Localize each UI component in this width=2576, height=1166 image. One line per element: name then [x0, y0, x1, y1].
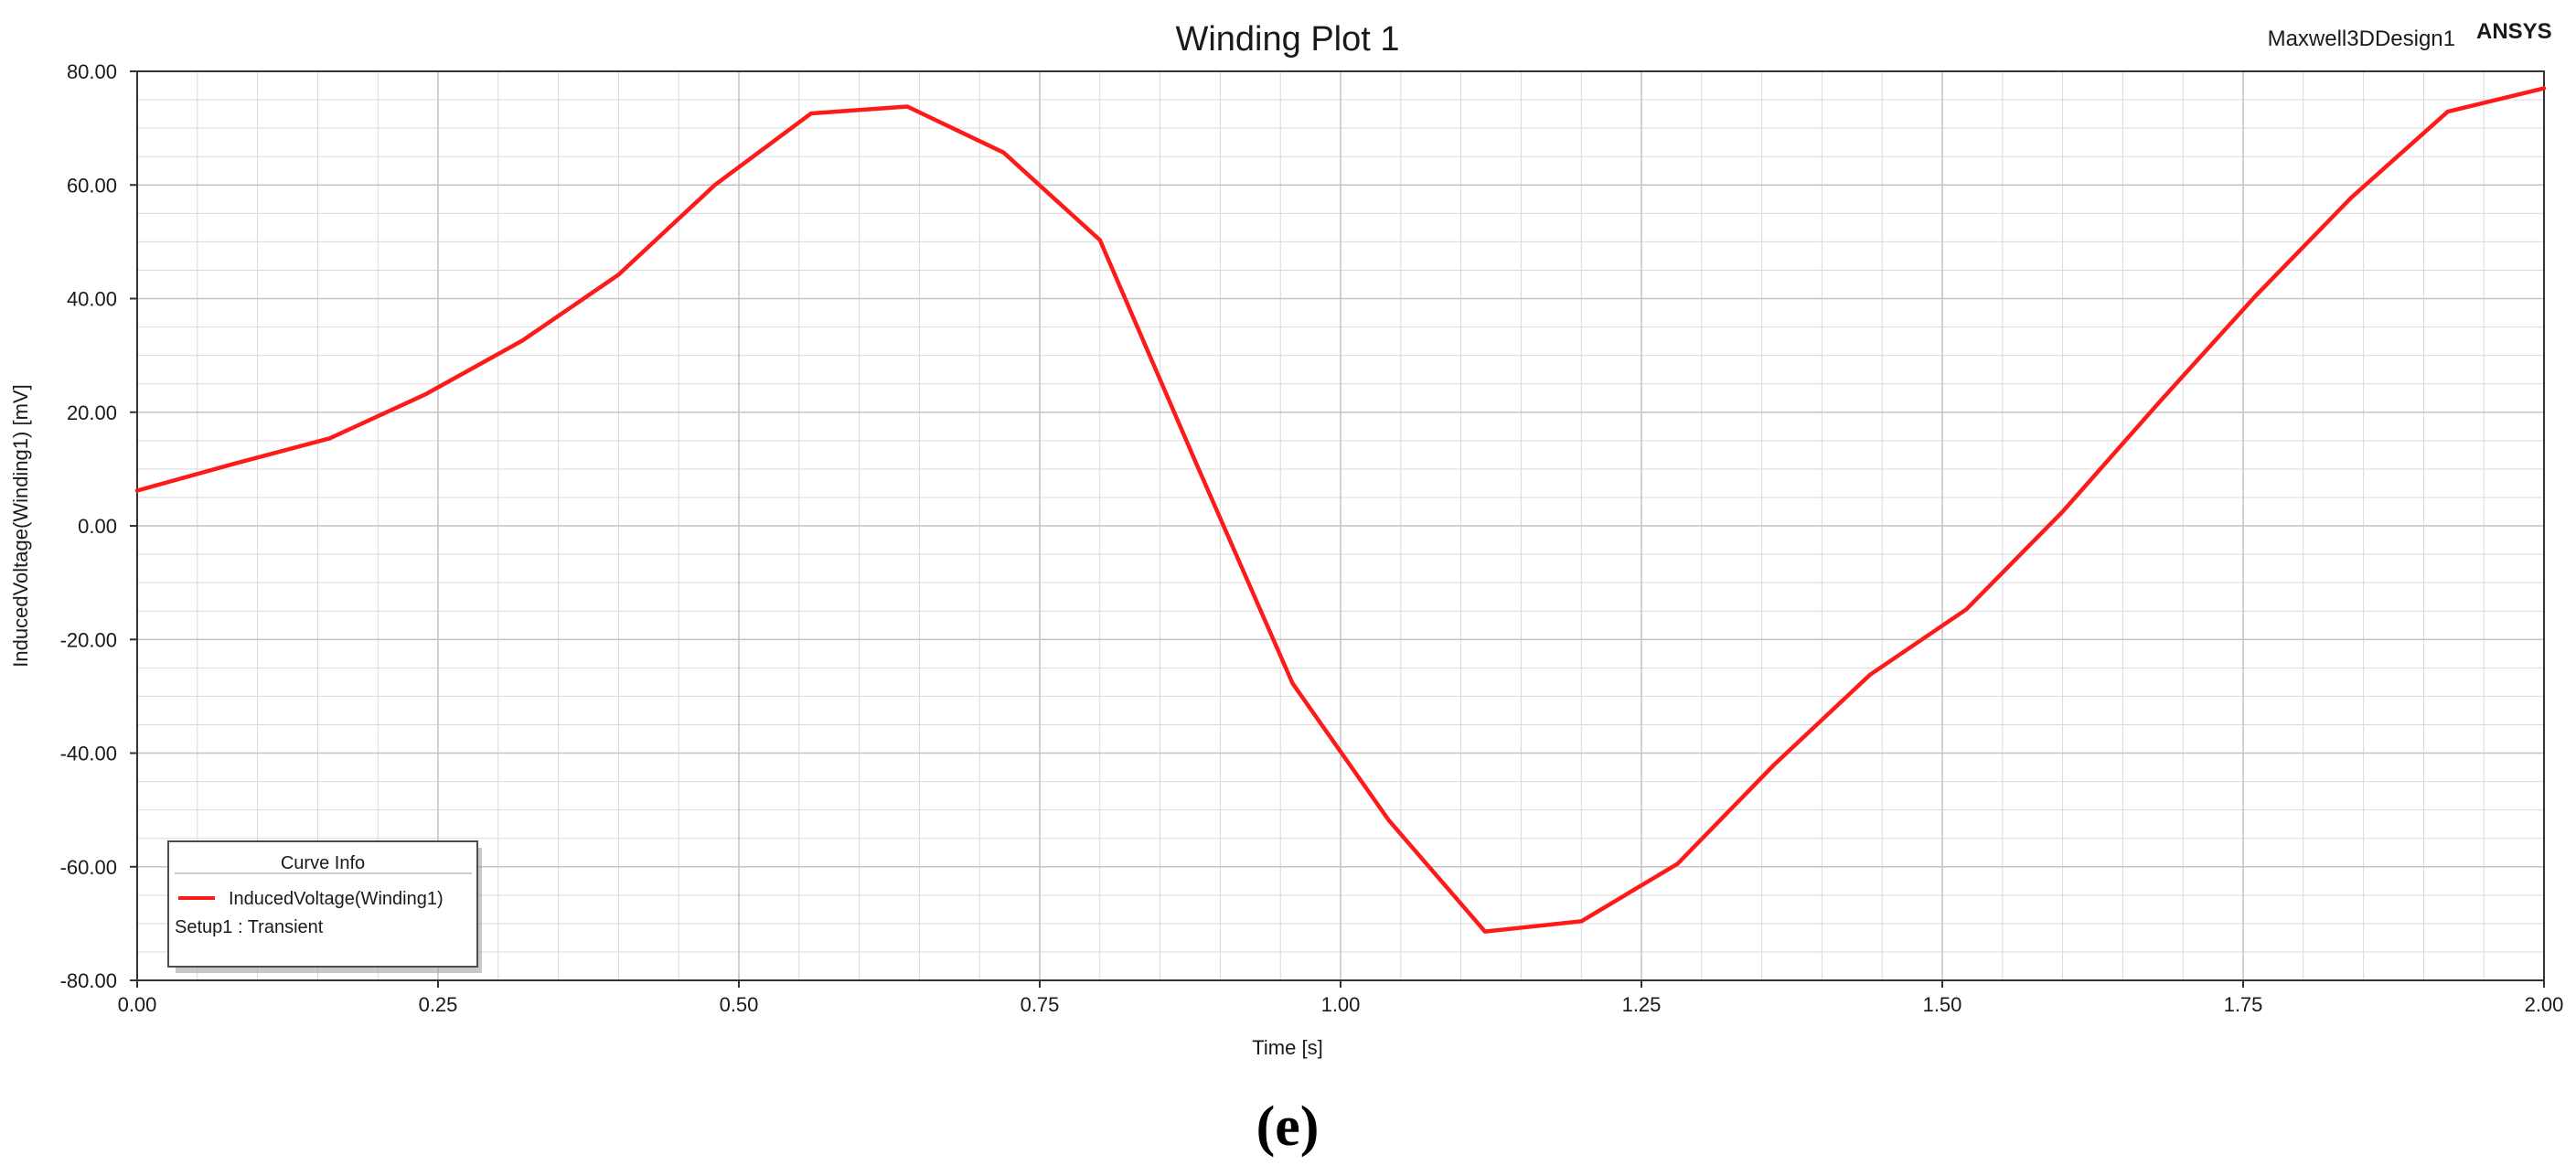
x-tick-label: 0.25: [419, 993, 458, 1016]
x-tick-label: 1.25: [1622, 993, 1662, 1016]
legend-box: [167, 840, 478, 968]
y-tick-label: 40.00: [67, 288, 117, 311]
y-tick-label: 60.00: [67, 174, 117, 197]
y-tick-label: -80.00: [60, 969, 117, 992]
design-name-label: Maxwell3DDesign1: [2268, 27, 2455, 51]
y-tick-label: -20.00: [60, 628, 117, 651]
major-gridlines: [136, 70, 2545, 981]
y-tick-label: 20.00: [67, 401, 117, 424]
curve-info-legend[interactable]: Curve Info InducedVoltage(Winding1) Setu…: [167, 840, 482, 973]
x-tick-label: 1.75: [2224, 993, 2263, 1016]
y-tick-label: 80.00: [67, 60, 117, 83]
y-axis-ticks: 80.00 60.00 40.00 20.00 0.00 -20.00 -40.00 -60.…: [60, 60, 137, 992]
legend-title: Curve Info: [281, 853, 365, 873]
x-tick-label: 0.00: [118, 993, 157, 1016]
y-tick-label: 0.00: [78, 515, 117, 538]
x-tick-label: 0.75: [1021, 993, 1060, 1016]
x-axis-label: Time [s]: [1252, 1036, 1322, 1059]
legend-series-label: InducedVoltage(Winding1): [229, 889, 444, 909]
chart-title: Winding Plot 1: [1175, 20, 1399, 59]
x-tick-label: 1.50: [1923, 993, 1962, 1016]
ansys-brand-label: ANSYS: [2476, 19, 2552, 44]
y-tick-label: -60.00: [60, 856, 117, 879]
x-tick-label: 2.00: [2525, 993, 2564, 1016]
legend-setup-label: Setup1 : Transient: [175, 917, 324, 937]
y-tick-label: -40.00: [60, 743, 117, 765]
x-axis-ticks: 0.00 0.25 0.50 0.75 1.00 1.25 1.50 1.75 2.00: [118, 980, 2564, 1016]
figure-caption: (e): [1256, 1096, 1320, 1158]
x-tick-label: 0.50: [720, 993, 759, 1016]
y-axis-label: InducedVoltage(Winding1) [mV]: [9, 384, 32, 667]
series-line-induced-voltage: [134, 86, 2547, 934]
x-tick-label: 1.00: [1321, 993, 1361, 1016]
